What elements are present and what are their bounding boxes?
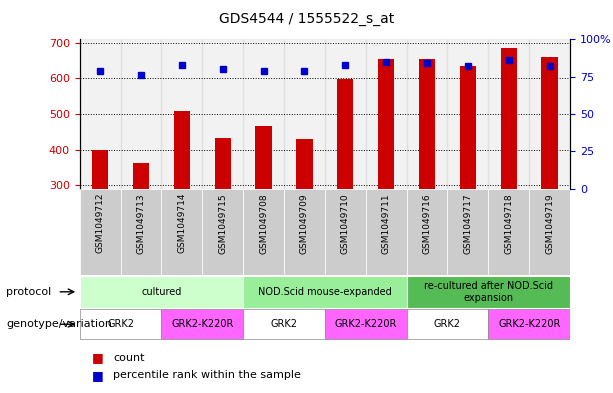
Bar — [529, 189, 570, 275]
Bar — [447, 39, 489, 189]
Bar — [406, 276, 570, 308]
Bar — [460, 66, 476, 189]
Bar — [80, 39, 121, 189]
Text: GSM1049712: GSM1049712 — [96, 193, 105, 253]
Text: GDS4544 / 1555522_s_at: GDS4544 / 1555522_s_at — [219, 12, 394, 26]
Bar — [80, 276, 243, 308]
Text: NOD.Scid mouse-expanded: NOD.Scid mouse-expanded — [258, 287, 392, 297]
Text: GSM1049709: GSM1049709 — [300, 193, 309, 253]
Bar — [529, 39, 570, 189]
Text: count: count — [113, 353, 145, 363]
Bar — [406, 189, 447, 275]
Bar — [325, 189, 366, 275]
Text: GSM1049716: GSM1049716 — [422, 193, 432, 253]
Text: GSM1049717: GSM1049717 — [463, 193, 473, 253]
Bar — [161, 39, 202, 189]
Text: GRK2-K220R: GRK2-K220R — [171, 319, 234, 329]
Bar — [243, 309, 325, 339]
Bar — [366, 39, 406, 189]
Bar — [173, 112, 190, 189]
Bar — [133, 163, 149, 189]
Bar — [243, 276, 406, 308]
Bar — [161, 189, 202, 275]
Bar — [284, 39, 325, 189]
Text: genotype/variation: genotype/variation — [6, 319, 112, 329]
Bar — [501, 48, 517, 189]
Text: cultured: cultured — [141, 287, 181, 297]
Bar — [92, 149, 109, 189]
Bar — [489, 189, 529, 275]
Bar — [202, 189, 243, 275]
Text: GRK2: GRK2 — [107, 319, 134, 329]
Bar — [406, 39, 447, 189]
Text: GRK2: GRK2 — [270, 319, 297, 329]
Bar — [541, 57, 558, 189]
Bar — [161, 309, 243, 339]
Text: GRK2: GRK2 — [434, 319, 461, 329]
Bar — [202, 39, 243, 189]
Bar — [121, 189, 161, 275]
Bar — [215, 138, 231, 189]
Text: GSM1049713: GSM1049713 — [137, 193, 145, 253]
Bar — [243, 39, 284, 189]
Bar — [256, 127, 272, 189]
Bar — [406, 309, 489, 339]
Bar — [489, 309, 570, 339]
Text: ■: ■ — [92, 351, 104, 364]
Bar — [296, 139, 313, 189]
Bar — [243, 189, 284, 275]
Bar — [366, 189, 406, 275]
Bar — [378, 59, 394, 189]
Bar — [489, 39, 529, 189]
Bar — [325, 39, 366, 189]
Bar — [80, 189, 121, 275]
Text: GSM1049710: GSM1049710 — [341, 193, 350, 253]
Text: re-cultured after NOD.Scid
expansion: re-cultured after NOD.Scid expansion — [424, 281, 553, 303]
Text: ■: ■ — [92, 369, 104, 382]
Text: GSM1049708: GSM1049708 — [259, 193, 268, 253]
Text: GSM1049715: GSM1049715 — [218, 193, 227, 253]
Text: GSM1049711: GSM1049711 — [382, 193, 390, 253]
Bar — [80, 309, 161, 339]
Bar — [447, 189, 489, 275]
Text: GRK2-K220R: GRK2-K220R — [335, 319, 397, 329]
Text: GSM1049718: GSM1049718 — [504, 193, 513, 253]
Text: GRK2-K220R: GRK2-K220R — [498, 319, 560, 329]
Bar — [325, 309, 406, 339]
Bar — [337, 79, 354, 189]
Bar — [419, 59, 435, 189]
Text: GSM1049719: GSM1049719 — [545, 193, 554, 253]
Bar — [284, 189, 325, 275]
Text: protocol: protocol — [6, 287, 51, 297]
Text: GSM1049714: GSM1049714 — [177, 193, 186, 253]
Bar — [121, 39, 161, 189]
Text: percentile rank within the sample: percentile rank within the sample — [113, 370, 301, 380]
